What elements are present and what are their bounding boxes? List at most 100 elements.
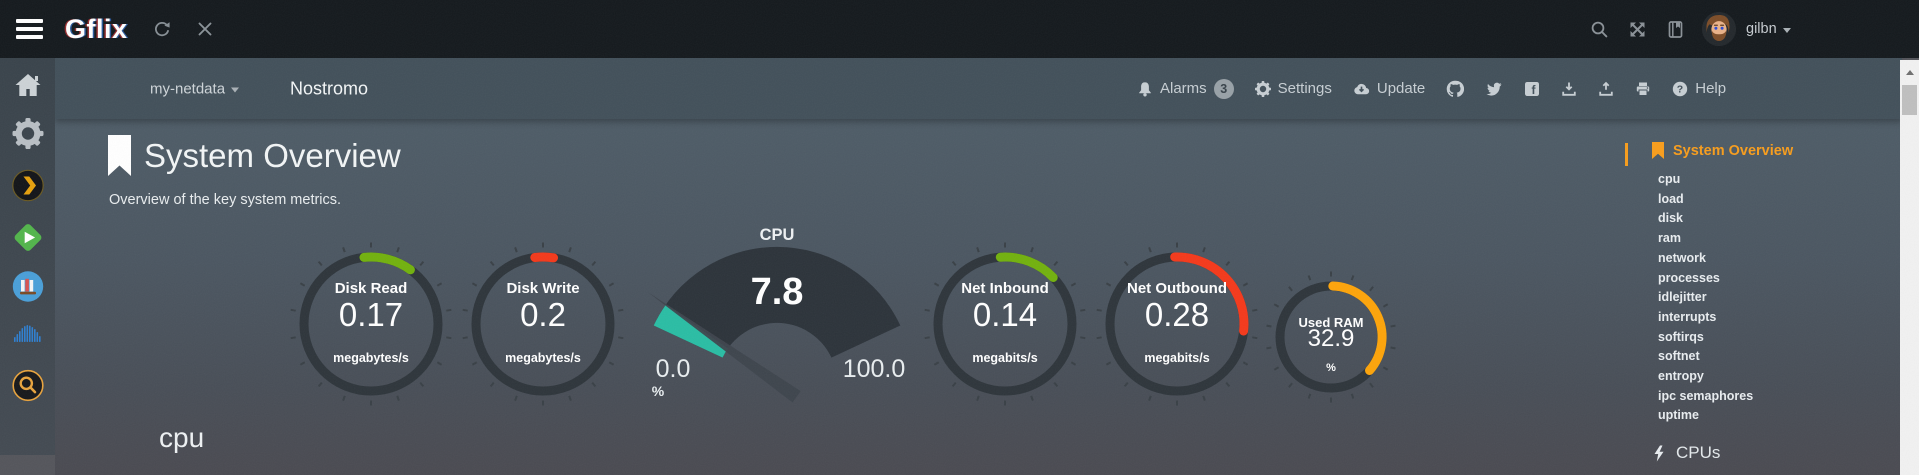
menu-item-entropy[interactable]: entropy bbox=[1658, 369, 1704, 384]
plex-icon[interactable] bbox=[11, 169, 44, 207]
github-icon[interactable] bbox=[1446, 80, 1465, 98]
menu-section-cpus[interactable]: CPUs bbox=[1653, 443, 1900, 463]
close-icon[interactable] bbox=[196, 20, 214, 38]
menu-item-ram[interactable]: ram bbox=[1658, 231, 1681, 246]
gauge-unit: megabytes/s bbox=[505, 351, 581, 365]
emby-icon[interactable] bbox=[11, 221, 44, 259]
help-button[interactable]: ? Help bbox=[1672, 80, 1726, 97]
library-books-icon[interactable] bbox=[11, 270, 44, 308]
bell-icon bbox=[1137, 81, 1153, 97]
gauge-used-ram[interactable]: Used RAM 32.9 % bbox=[1264, 270, 1398, 404]
cpu-gauge-min: 0.0 bbox=[655, 355, 691, 383]
lightning-bolt-icon bbox=[1654, 445, 1664, 462]
gauge-value: 0.17 bbox=[338, 296, 404, 333]
settings-label: Settings bbox=[1277, 80, 1332, 97]
update-label: Update bbox=[1376, 80, 1426, 97]
gauge-value: 0.28 bbox=[1144, 296, 1210, 333]
menu-item-softirqs[interactable]: softirqs bbox=[1658, 329, 1704, 344]
menu-system-overview[interactable]: System Overview bbox=[1652, 142, 1900, 159]
scrollbar-thumb[interactable] bbox=[1902, 85, 1917, 115]
cloud-update-icon bbox=[1353, 81, 1370, 97]
user-menu-caret-icon[interactable] bbox=[1782, 27, 1791, 33]
section-heading-cpu: cpu bbox=[159, 422, 205, 453]
gauge-unit: megabits/s bbox=[972, 351, 1038, 365]
cpu-gauge-value: 7.8 bbox=[750, 271, 804, 313]
cpu-gauge-label: CPU bbox=[759, 226, 795, 244]
menu-item-ipc-semaphores[interactable]: ipc semaphores bbox=[1658, 388, 1754, 403]
menu-item-interrupts[interactable]: interrupts bbox=[1658, 309, 1717, 324]
menu-item-softnet[interactable]: softnet bbox=[1658, 349, 1700, 364]
active-section-indicator bbox=[1625, 143, 1628, 166]
search-app-icon[interactable] bbox=[11, 369, 44, 407]
refresh-icon[interactable] bbox=[152, 19, 172, 39]
menu-item-uptime[interactable]: uptime bbox=[1658, 408, 1699, 423]
question-circle-icon: ? bbox=[1672, 81, 1688, 97]
cpu-gauge-arc bbox=[627, 225, 927, 430]
page-title: System Overview bbox=[144, 136, 401, 174]
menu-item-network[interactable]: network bbox=[1658, 250, 1706, 265]
gauge-label: Net Outbound bbox=[1127, 280, 1227, 297]
netdata-navbar: my-netdata Nostromo Alarms 3 Settings Up… bbox=[55, 58, 1902, 119]
search-icon[interactable] bbox=[1580, 20, 1618, 39]
upload-icon[interactable] bbox=[1598, 81, 1614, 97]
gauge-net-inbound[interactable]: Net Inbound 0.14 megabits/s bbox=[920, 239, 1090, 409]
facebook-icon[interactable]: f bbox=[1524, 81, 1540, 97]
gear-icon bbox=[1254, 80, 1271, 97]
page-subtitle: Overview of the key system metrics. bbox=[109, 192, 342, 208]
alarms-count-badge: 3 bbox=[1213, 78, 1234, 99]
hostname-label: Nostromo bbox=[290, 78, 369, 98]
cpu-gauge-unit: % bbox=[651, 383, 665, 399]
menu-item-processes[interactable]: processes bbox=[1658, 270, 1720, 285]
gauge-disk-write[interactable]: Disk Write 0.2 megabytes/s bbox=[458, 239, 628, 409]
gauge-cpu[interactable]: CPU 7.8 0.0 100.0 % bbox=[627, 225, 927, 425]
topbar: Gflix bbox=[0, 0, 1919, 58]
gauge-label: Disk Read bbox=[334, 280, 408, 297]
scrollbar-up-arrow[interactable] bbox=[1905, 70, 1914, 75]
server-dropdown-label: my-netdata bbox=[150, 80, 226, 97]
menu-items: cpu load disk ram network processes idlejitter… bbox=[1658, 170, 1900, 426]
gauge-label: Net Inbound bbox=[961, 280, 1049, 297]
gauge-unit: megabytes/s bbox=[333, 351, 409, 365]
menu-heading-label: System Overview bbox=[1673, 142, 1794, 159]
menu-item-cpu[interactable]: cpu bbox=[1658, 172, 1681, 186]
gauge-value: 0.14 bbox=[972, 296, 1038, 333]
gauge-value: 32.9 bbox=[1307, 325, 1355, 352]
changelog-book-icon[interactable] bbox=[1656, 20, 1694, 39]
alarms-button[interactable]: Alarms 3 bbox=[1137, 78, 1234, 99]
menu-subsection-label: CPUs bbox=[1676, 443, 1721, 463]
download-icon[interactable] bbox=[1561, 81, 1577, 97]
settings-gear-icon[interactable] bbox=[12, 118, 43, 154]
settings-button[interactable]: Settings bbox=[1254, 80, 1332, 97]
svg-text:?: ? bbox=[1677, 83, 1683, 95]
help-label: Help bbox=[1695, 80, 1727, 97]
username-label[interactable]: gilbn bbox=[1746, 21, 1777, 37]
update-button[interactable]: Update bbox=[1353, 80, 1425, 97]
gauge-disk-read[interactable]: Disk Read 0.17 megabytes/s bbox=[286, 239, 456, 409]
user-avatar[interactable] bbox=[1702, 12, 1736, 46]
gauge-net-outbound[interactable]: Net Outbound 0.28 megabits/s bbox=[1092, 239, 1262, 409]
menu-item-idlejitter[interactable]: idlejitter bbox=[1658, 290, 1707, 305]
gauge-label: Disk Write bbox=[506, 280, 580, 297]
menu-item-load[interactable]: load bbox=[1658, 191, 1684, 206]
left-app-sidebar bbox=[0, 58, 55, 455]
app-logo[interactable]: Gflix bbox=[65, 13, 128, 44]
home-icon[interactable] bbox=[12, 71, 44, 106]
hamburger-menu-icon[interactable] bbox=[16, 15, 43, 44]
server-dropdown[interactable]: my-netdata bbox=[150, 80, 240, 97]
bookmark-icon bbox=[108, 135, 131, 176]
soundwave-icon[interactable] bbox=[10, 320, 46, 353]
gauge-value: 0.2 bbox=[520, 296, 566, 333]
server-caret-icon bbox=[231, 87, 240, 92]
gauge-unit: megabits/s bbox=[1144, 351, 1210, 365]
menu-item-disk[interactable]: disk bbox=[1658, 211, 1684, 226]
navbar-actions: Alarms 3 Settings Update f ? Help bbox=[1137, 78, 1726, 99]
fullscreen-icon[interactable] bbox=[1618, 20, 1656, 39]
bookmark-icon bbox=[1652, 142, 1664, 159]
alarms-label: Alarms bbox=[1160, 80, 1207, 97]
dashboard-content: System Overview Overview of the key syst… bbox=[55, 119, 1902, 475]
scrollbar[interactable] bbox=[1900, 60, 1919, 475]
print-icon[interactable] bbox=[1635, 81, 1651, 97]
twitter-icon[interactable] bbox=[1485, 81, 1503, 97]
right-menu: System Overview cpu load disk ram network pro… bbox=[1625, 142, 1900, 463]
